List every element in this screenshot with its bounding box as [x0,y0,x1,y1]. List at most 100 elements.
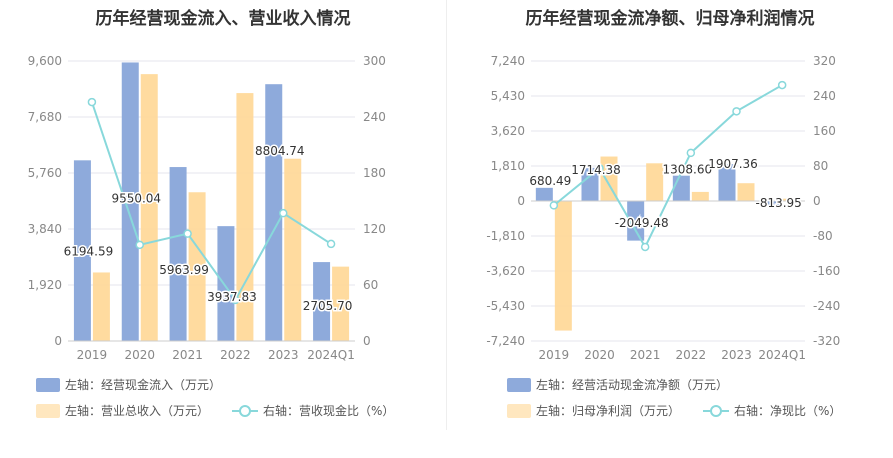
bar-primary [121,62,139,342]
legend-swatch-icon [36,403,60,418]
legend-label: 右轴：营收现金比（%） [263,404,395,418]
x-axis-tick-label: 2020 [124,348,155,362]
bar-data-label: 6194.59 [64,244,114,258]
bar-secondary [332,266,350,341]
legend-line-icon [232,404,258,418]
x-axis-tick-label: 2019 [539,348,570,362]
bar-primary [627,201,645,241]
right-axis-tick-label: 320 [813,54,836,68]
left-axis-tick-label: 5,430 [491,89,525,103]
right-axis-tick-label: 160 [813,124,836,138]
bar-data-label: 1308.60 [663,163,713,177]
left-axis-tick-label: 1,810 [491,159,525,173]
bar-secondary [236,93,254,341]
legend-label: 左轴：经营活动现金流净额（万元） [536,378,729,392]
chart-plot-cashflow-revenue: 0 1,920 3,840 5,760 7,680 9,600 0 60 120 180 240 30… [28,54,386,362]
legend-item-net-cash-ratio[interactable]: 右轴：净现比（%） [703,402,841,419]
right-axis-tick-label: -320 [813,334,840,348]
legend-label: 左轴：归母净利润（万元） [536,404,681,418]
bar-primary [581,167,599,201]
bar-primary [265,84,283,342]
left-axis-tick-label: 0 [517,194,525,208]
x-axis-tick-label: 2024Q1 [307,348,355,362]
right-axis-tick-label: 0 [363,334,371,348]
bar-primary [313,262,331,341]
bar-data-label: -813.95 [756,196,802,210]
ratio-point [640,242,650,252]
legend-label: 左轴：经营现金流入（万元） [65,378,222,392]
bar-data-label: 9550.04 [111,191,161,205]
bar-data-label: 8804.74 [255,144,305,158]
left-axis-tick-label: -3,620 [486,264,525,278]
legend-swatch-icon [36,377,60,392]
bar-data-label: 1907.36 [708,157,758,171]
ratio-line [553,84,783,250]
left-axis-tick-label: 3,620 [491,124,525,138]
right-axis-tick-label: 300 [363,54,386,68]
x-axis-tick-label: 2019 [77,348,108,362]
right-axis-tick-label: 120 [363,222,386,236]
ratio-point [326,239,336,249]
bar-secondary [554,201,572,331]
ratio-point [595,163,604,173]
chart-panel-netcash-profit: 历年经营现金流净额、归母净利润情况 -7,240 -5,430 -3,620 -1,8… [447,0,893,458]
x-axis-tick-label: 2022 [220,348,251,362]
bar-primary [535,187,553,201]
bar-data-label: 3937.83 [207,290,257,304]
left-axis-tick-label: 7,240 [491,54,525,68]
bar-secondary [646,163,664,201]
legend-item-cash-inflow[interactable]: 左轴：经营现金流入（万元） [36,376,221,393]
right-axis-tick-label: 0 [813,194,821,208]
right-axis-tick-label: -80 [813,229,833,243]
legend-swatch-icon [507,403,531,418]
legend-item-cash-ratio[interactable]: 右轴：营收现金比（%） [232,402,394,419]
left-axis-tick-label: 7,680 [28,110,62,124]
ratio-point [732,107,741,116]
bar-data-label: 680.49 [529,174,571,188]
right-axis-tick-label: 80 [813,159,828,173]
bar-data-label: 2705.70 [303,299,353,313]
right-axis-tick-label: 240 [813,89,836,103]
left-axis-tick-label: 0 [54,334,62,348]
x-axis-tick-label: 2021 [630,348,661,362]
legend-item-net-profit[interactable]: 左轴：归母净利润（万元） [507,402,680,419]
bar-secondary [92,272,110,341]
left-axis-tick-label: -1,810 [486,229,525,243]
legend-label: 左轴：营业总收入（万元） [65,404,210,418]
legend-item-revenue[interactable]: 左轴：营业总收入（万元） [36,402,209,419]
right-axis-tick-label: 60 [363,278,378,292]
x-axis-tick-label: 2022 [676,348,707,362]
bar-data-label: -2049.48 [615,216,669,230]
bar-secondary [284,158,302,341]
ratio-line [90,101,332,302]
chart-panel-cashflow-revenue: 历年经营现金流入、营业收入情况 0 1,920 3,840 5,760 7,680 9,6… [0,0,446,458]
legend-line-icon [703,404,729,418]
x-axis-tick-label: 2024Q1 [758,348,806,362]
legend-item-net-cash[interactable]: 左轴：经营活动现金流净额（万元） [507,376,728,393]
left-axis-tick-label: 3,840 [28,222,62,236]
bar-secondary [783,198,801,201]
right-axis-tick-label: -240 [813,299,840,313]
x-axis-tick-label: 2021 [172,348,203,362]
right-axis-tick-label: 240 [363,110,386,124]
chart-plot-netcash-profit: -7,240 -5,430 -3,620 -1,810 0 1,810 3,620 5,430… [486,54,840,362]
chart-title: 历年经营现金流净额、归母净利润情况 [525,9,815,29]
legend-swatch-icon [507,377,531,392]
panel-divider [446,0,447,430]
left-axis-tick-label: 1,920 [28,278,62,292]
legend-label: 右轴：净现比（%） [734,404,842,418]
bar-secondary [737,183,755,201]
ratio-point [279,208,288,218]
bar-data-label: 5963.99 [159,263,209,277]
ratio-point [135,240,144,250]
bar-secondary [188,192,206,341]
left-axis-tick-label: -7,240 [486,334,525,348]
bar-primary [764,201,782,206]
chart-title: 历年经营现金流入、营业收入情况 [95,9,351,29]
x-axis-tick-label: 2020 [584,348,615,362]
ratio-point [777,80,787,90]
bar-primary [169,167,187,341]
right-axis-tick-label: -160 [813,264,840,278]
ratio-point [231,295,240,305]
ratio-point [87,97,97,107]
